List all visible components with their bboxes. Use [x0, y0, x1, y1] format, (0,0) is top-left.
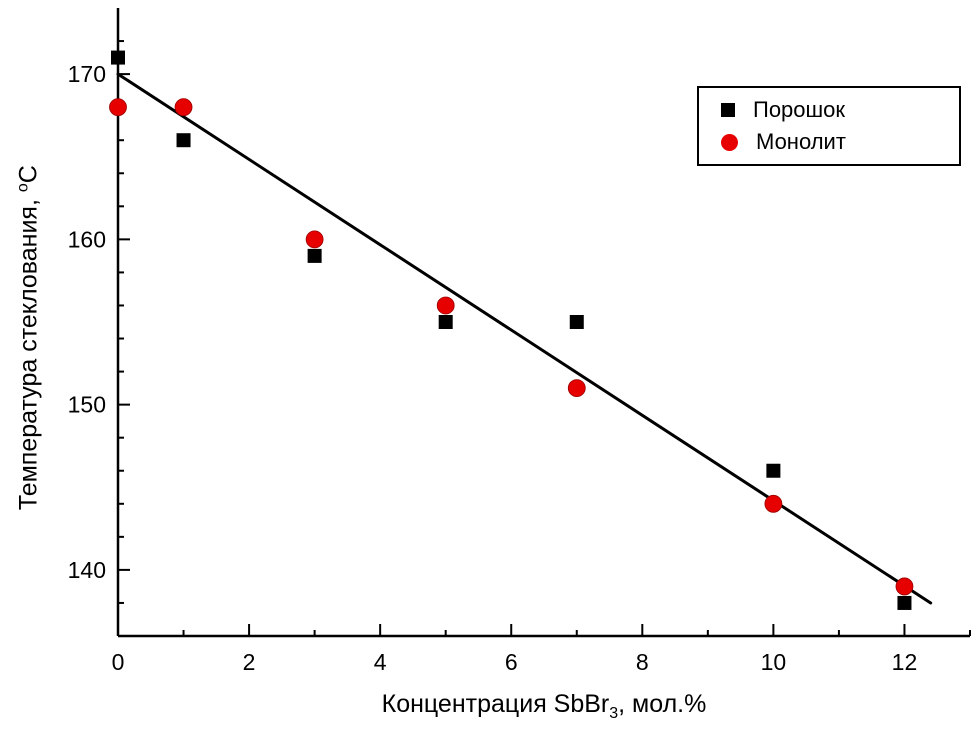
- x-axis-title: Концентрация SbBr3, мол.%: [118, 690, 970, 723]
- svg-text:150: 150: [68, 392, 106, 418]
- svg-text:2: 2: [243, 649, 256, 675]
- svg-text:0: 0: [112, 649, 125, 675]
- circle-marker-icon: [721, 133, 738, 151]
- svg-text:10: 10: [761, 649, 787, 675]
- y-axis-title-text: Температура стеклования,: [14, 192, 43, 511]
- y-axis-title-suffix: C: [14, 165, 43, 184]
- svg-text:12: 12: [892, 649, 918, 675]
- x-axis-title-text: Концентрация SbBr: [381, 690, 610, 718]
- legend: Порошок Монолит: [697, 86, 961, 166]
- svg-text:160: 160: [68, 226, 106, 252]
- legend-label-powder: Порошок: [753, 97, 846, 122]
- legend-item-monolith: Монолит: [699, 126, 959, 158]
- square-marker-icon: [721, 103, 735, 117]
- svg-text:4: 4: [374, 649, 387, 675]
- svg-text:6: 6: [505, 649, 518, 675]
- legend-label-monolith: Монолит: [756, 129, 846, 154]
- x-axis-title-suffix: , мол.%: [618, 690, 707, 718]
- legend-item-powder: Порошок: [699, 94, 959, 126]
- x-axis-title-subscript: 3: [609, 705, 619, 722]
- y-axis-title-superscript: o: [14, 183, 32, 193]
- svg-text:8: 8: [636, 649, 649, 675]
- svg-text:140: 140: [68, 557, 106, 583]
- y-axis-title: Температура стеклования, oC: [8, 98, 43, 578]
- svg-text:170: 170: [68, 61, 106, 87]
